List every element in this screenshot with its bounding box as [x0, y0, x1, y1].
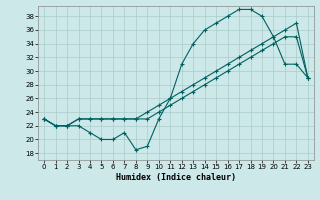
X-axis label: Humidex (Indice chaleur): Humidex (Indice chaleur)	[116, 173, 236, 182]
